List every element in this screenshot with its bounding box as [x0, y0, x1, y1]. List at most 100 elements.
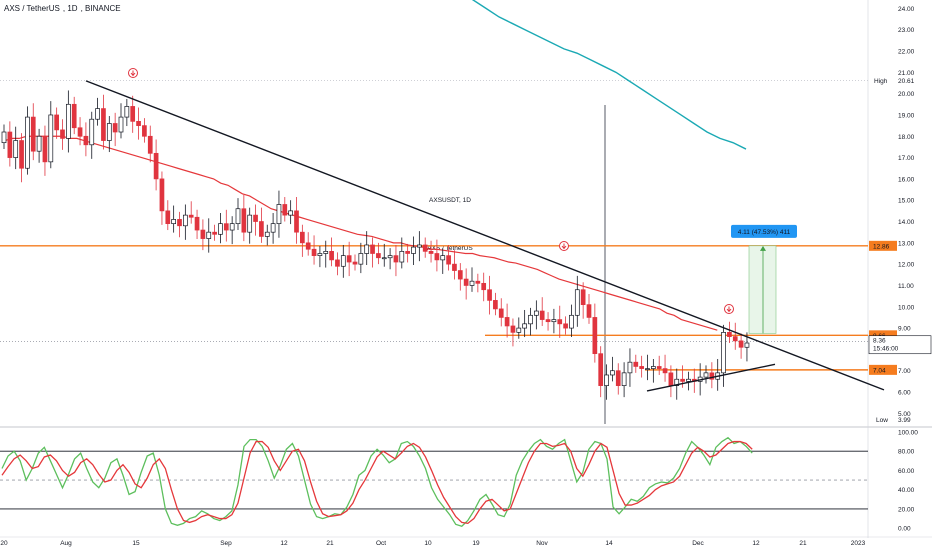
candle-body: [95, 108, 100, 120]
candle-body: [662, 368, 668, 374]
candle-body: [370, 244, 375, 254]
candle: [194, 209, 200, 240]
candle-body: [452, 263, 457, 271]
candle-body: [323, 251, 329, 254]
candle-body: [580, 289, 586, 305]
time-tick-label: 20: [0, 540, 8, 547]
price-tick-label: 12.00: [898, 262, 915, 269]
candle: [715, 358, 721, 391]
down-arrow-glyph: [561, 243, 567, 250]
candle-body: [288, 210, 293, 216]
candle-body: [183, 214, 188, 227]
exchange-label: BINANCE: [85, 4, 121, 13]
candle-body: [276, 204, 282, 225]
candle-body: [264, 231, 270, 237]
candle: [627, 348, 633, 387]
candle: [551, 308, 557, 334]
candle-body: [101, 108, 106, 141]
candle-body: [399, 251, 405, 263]
projection-box: [748, 245, 777, 334]
price-tick-label: 5.00: [898, 411, 911, 418]
candle: [592, 303, 598, 363]
candle: [370, 237, 375, 268]
candle: [656, 355, 662, 375]
candle: [300, 224, 305, 257]
projection-arrow-head: [760, 245, 766, 251]
candle-body: [516, 327, 522, 333]
candle: [650, 358, 656, 383]
candle: [229, 216, 235, 245]
candle: [569, 304, 574, 338]
candle-body: [563, 323, 568, 329]
candle: [212, 224, 217, 241]
candle: [112, 112, 118, 147]
candle: [259, 207, 264, 243]
candle: [574, 275, 580, 327]
candle: [422, 237, 428, 258]
candle-body: [223, 223, 229, 231]
candle-body: [311, 248, 317, 256]
candle: [387, 248, 393, 270]
level-tag-text: 7.04: [873, 367, 886, 374]
price-tick-label: 10.00: [898, 304, 915, 311]
candle: [147, 125, 153, 163]
candle-body: [229, 223, 235, 231]
candle-body: [610, 370, 615, 376]
candle: [364, 231, 370, 266]
candle: [42, 125, 48, 176]
trendline-lower: [646, 363, 776, 392]
candle-body: [434, 253, 440, 261]
candle-body: [147, 135, 153, 154]
time-tick-label: 14: [605, 540, 613, 547]
candle-body: [13, 140, 19, 158]
low-value: 3.99: [898, 417, 911, 424]
candle: [218, 213, 223, 244]
time-tick-label: 15: [132, 540, 140, 547]
candle: [615, 363, 621, 395]
candle: [481, 272, 487, 302]
candle-body: [469, 280, 475, 286]
candle-body: [142, 125, 147, 137]
candle-body: [417, 244, 422, 248]
candle-body: [1, 131, 7, 144]
candle-body: [124, 106, 130, 118]
candle-body: [615, 370, 621, 386]
candle: [241, 194, 247, 242]
candle-body: [305, 242, 311, 250]
candle-body: [569, 314, 574, 329]
price-tick-label: 6.00: [898, 390, 911, 397]
candle: [393, 244, 399, 277]
candle: [1, 124, 7, 150]
time-tick-label: 12: [752, 540, 760, 547]
candle-body: [405, 251, 410, 254]
candle-body: [428, 251, 434, 254]
candle-body: [376, 253, 381, 259]
candle-body: [639, 366, 645, 369]
price-tick-label: 18.00: [898, 134, 915, 141]
candle: [282, 197, 288, 222]
candle: [405, 243, 410, 263]
candle-body: [592, 317, 598, 355]
watermark-main: AXSUSDT, 1D: [429, 197, 471, 204]
candle-body: [19, 140, 24, 169]
candle-body: [493, 300, 498, 310]
candle: [598, 346, 604, 398]
candle: [13, 126, 19, 170]
candle-body: [159, 178, 165, 212]
candle-body: [282, 204, 288, 216]
candle-body: [498, 308, 504, 318]
candle-body: [165, 210, 171, 225]
candle-body: [504, 317, 510, 327]
candle: [71, 96, 77, 135]
candle: [253, 204, 258, 236]
candle: [399, 237, 405, 269]
candle: [381, 243, 387, 267]
candle: [510, 318, 516, 347]
price-tick-label: 11.00: [898, 283, 914, 290]
candle-body: [25, 116, 30, 169]
candle-body: [381, 257, 387, 260]
candle-body: [200, 229, 206, 239]
candle: [294, 197, 299, 244]
candle: [721, 324, 726, 387]
